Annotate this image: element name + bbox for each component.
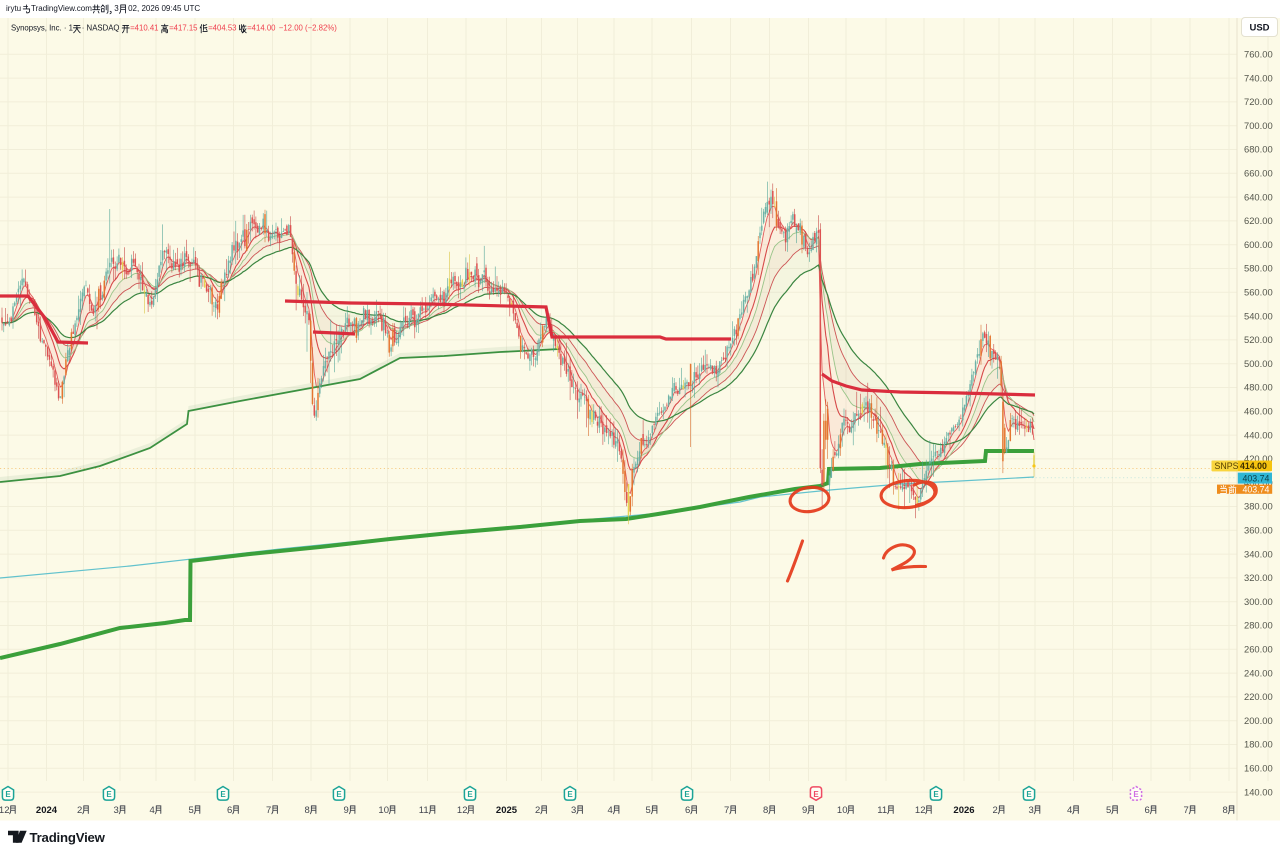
- svg-text:8: 8: [1223, 805, 1228, 816]
- svg-text:E: E: [933, 790, 939, 799]
- svg-text:8: 8: [305, 805, 310, 816]
- svg-text:420.00: 420.00: [1244, 453, 1273, 464]
- svg-text:620.00: 620.00: [1244, 215, 1273, 226]
- svg-text:7: 7: [724, 805, 729, 816]
- svg-text:460.00: 460.00: [1244, 406, 1273, 417]
- svg-text:760.00: 760.00: [1244, 49, 1273, 60]
- svg-text:=410.41: =410.41: [130, 24, 158, 33]
- svg-text:E: E: [1133, 790, 1139, 799]
- svg-text:403.74: 403.74: [1243, 473, 1270, 483]
- svg-text:640.00: 640.00: [1244, 191, 1273, 202]
- svg-text:E: E: [1026, 790, 1032, 799]
- svg-text:360.00: 360.00: [1244, 525, 1273, 536]
- svg-text:740.00: 740.00: [1244, 72, 1273, 83]
- svg-text:12: 12: [457, 805, 468, 816]
- svg-text:320.00: 320.00: [1244, 572, 1273, 583]
- svg-text:180.00: 180.00: [1244, 739, 1273, 750]
- svg-text:9: 9: [802, 805, 807, 816]
- svg-text:7: 7: [266, 805, 271, 816]
- svg-text:2: 2: [993, 805, 998, 816]
- svg-text:720.00: 720.00: [1244, 96, 1273, 107]
- svg-text:E: E: [467, 790, 473, 799]
- svg-text:2: 2: [535, 805, 540, 816]
- svg-text:5: 5: [646, 805, 651, 816]
- svg-text:6: 6: [227, 805, 232, 816]
- svg-text:12: 12: [915, 805, 926, 816]
- svg-text:380.00: 380.00: [1244, 501, 1273, 512]
- svg-text:E: E: [336, 790, 342, 799]
- svg-text:520.00: 520.00: [1244, 334, 1273, 345]
- svg-text:E: E: [220, 790, 226, 799]
- svg-text:3: 3: [114, 4, 119, 13]
- svg-text:E: E: [813, 790, 819, 799]
- svg-text:SNPS: SNPS: [1215, 461, 1239, 471]
- svg-text:280.00: 280.00: [1244, 620, 1273, 631]
- svg-text:TradingView: TradingView: [30, 830, 106, 845]
- svg-text:160.00: 160.00: [1244, 763, 1273, 774]
- svg-text:300.00: 300.00: [1244, 596, 1273, 607]
- svg-text:5: 5: [1106, 805, 1111, 816]
- svg-text:3: 3: [571, 805, 576, 816]
- svg-text:500.00: 500.00: [1244, 358, 1273, 369]
- svg-text:USD: USD: [1249, 23, 1269, 34]
- svg-text:4: 4: [1067, 805, 1072, 816]
- svg-text:260.00: 260.00: [1244, 644, 1273, 655]
- svg-text:2024: 2024: [36, 805, 58, 816]
- svg-text:10: 10: [837, 805, 848, 816]
- svg-text:6: 6: [1145, 805, 1150, 816]
- svg-text:480.00: 480.00: [1244, 382, 1273, 393]
- svg-text:2026: 2026: [953, 805, 974, 816]
- svg-text:9: 9: [344, 805, 349, 816]
- svg-text:11: 11: [419, 805, 429, 816]
- svg-text:403.74: 403.74: [1243, 484, 1270, 494]
- svg-text:10: 10: [378, 805, 389, 816]
- svg-text:5: 5: [189, 805, 194, 816]
- svg-text:660.00: 660.00: [1244, 168, 1273, 179]
- svg-text:3: 3: [1029, 805, 1034, 816]
- svg-text:E: E: [106, 790, 112, 799]
- svg-text:600.00: 600.00: [1244, 239, 1273, 250]
- svg-text:4: 4: [150, 805, 155, 816]
- svg-text:12: 12: [0, 805, 9, 816]
- svg-text:11: 11: [877, 805, 887, 816]
- svg-text:2025: 2025: [496, 805, 518, 816]
- svg-text:3: 3: [114, 805, 119, 816]
- svg-text:4: 4: [608, 805, 613, 816]
- svg-text:200.00: 200.00: [1244, 715, 1273, 726]
- svg-text:=404.53: =404.53: [208, 24, 236, 33]
- svg-text:2: 2: [77, 805, 82, 816]
- svg-text:240.00: 240.00: [1244, 667, 1273, 678]
- svg-text:irytu: irytu: [6, 4, 21, 13]
- svg-text:440.00: 440.00: [1244, 429, 1273, 440]
- svg-text:E: E: [684, 790, 690, 799]
- svg-text:700.00: 700.00: [1244, 120, 1273, 131]
- svg-text:340.00: 340.00: [1244, 548, 1273, 559]
- svg-text:540.00: 540.00: [1244, 310, 1273, 321]
- svg-text:02, 2026 09:45 UTC: 02, 2026 09:45 UTC: [128, 4, 200, 13]
- svg-text:8: 8: [763, 805, 768, 816]
- svg-text:580.00: 580.00: [1244, 263, 1273, 274]
- svg-text:=414.00: =414.00: [247, 24, 276, 33]
- svg-text:414.00: 414.00: [1240, 461, 1267, 471]
- svg-text:· NASDAQ: · NASDAQ: [82, 24, 120, 33]
- svg-text:E: E: [567, 790, 573, 799]
- svg-text:140.00: 140.00: [1244, 786, 1273, 797]
- svg-text:6: 6: [685, 805, 690, 816]
- svg-text:TradingView.com: TradingView.com: [31, 4, 92, 13]
- svg-text:Synopsys, Inc. · 1: Synopsys, Inc. · 1: [11, 24, 73, 33]
- svg-text:220.00: 220.00: [1244, 691, 1273, 702]
- svg-text:560.00: 560.00: [1244, 287, 1273, 298]
- svg-text:E: E: [5, 790, 11, 799]
- svg-text:=417.15: =417.15: [169, 24, 198, 33]
- svg-text:680.00: 680.00: [1244, 144, 1273, 155]
- svg-text:7: 7: [1184, 805, 1189, 816]
- svg-text:−12.00 (−2.82%): −12.00 (−2.82%): [279, 24, 337, 33]
